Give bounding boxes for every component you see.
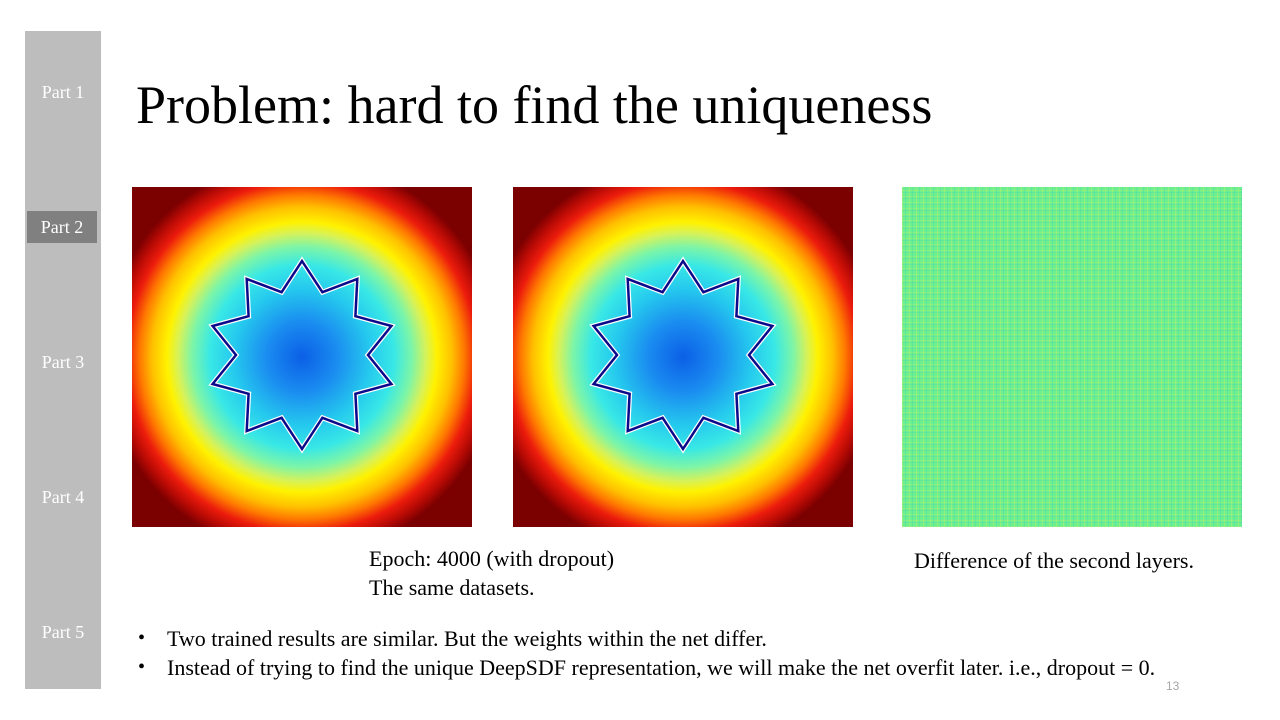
caption-epoch: Epoch: 4000 (with dropout) [369, 546, 615, 571]
bullet-item: • Two trained results are similar. But th… [138, 626, 767, 651]
sdf-heatmap-left-image [132, 187, 472, 527]
sdf-heatmap-middle-image [513, 187, 853, 527]
bullet-icon: • [138, 656, 146, 678]
star-contour-left [208, 256, 396, 454]
caption-datasets: The same datasets. [369, 575, 535, 600]
sidebar-item-part-1[interactable]: Part 1 [41, 82, 85, 102]
sidebar-item-part-3[interactable]: Part 3 [41, 352, 85, 372]
caption-difference: Difference of the second layers. [914, 548, 1194, 573]
bullet-list: • Two trained results are similar. But th… [136, 624, 1155, 682]
sidebar-item-part-4[interactable]: Part 4 [41, 487, 85, 507]
weight-difference-image [902, 187, 1242, 527]
star-contour-middle [589, 256, 777, 454]
sidebar-item-part-2[interactable]: Part 2 [27, 211, 97, 243]
slide-title: Problem: hard to find the uniqueness [136, 75, 933, 135]
bullet-icon: • [138, 627, 146, 649]
section-sidebar: Part 1 Part 2 Part 3 Part 4 Part 5 [25, 31, 101, 689]
sidebar-item-part-5[interactable]: Part 5 [41, 622, 85, 642]
page-number: 13 [1166, 679, 1180, 693]
bullet-item: • Instead of trying to find the unique De… [138, 655, 1156, 680]
